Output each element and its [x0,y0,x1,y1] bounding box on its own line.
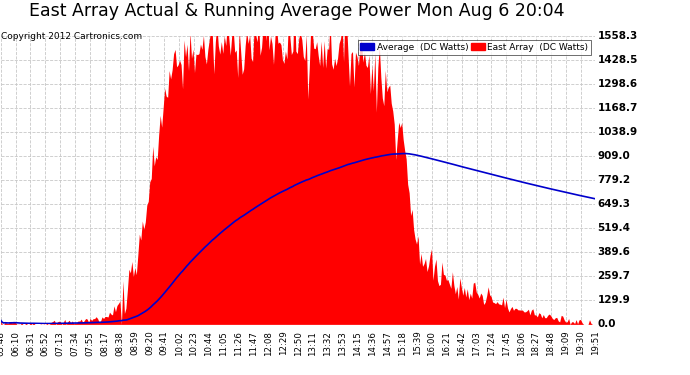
Text: 1298.6: 1298.6 [598,79,638,89]
Text: 259.7: 259.7 [598,271,631,281]
Text: 1558.3: 1558.3 [598,31,638,40]
Text: 129.9: 129.9 [598,295,630,305]
Text: 1038.9: 1038.9 [598,127,638,137]
Text: 649.3: 649.3 [598,199,631,209]
Text: 0.0: 0.0 [598,320,616,329]
Text: 389.6: 389.6 [598,247,631,257]
Text: 1168.7: 1168.7 [598,103,638,113]
Text: East Array Actual & Running Average Power Mon Aug 6 20:04: East Array Actual & Running Average Powe… [29,2,564,20]
Text: 519.4: 519.4 [598,223,631,233]
Text: 1428.5: 1428.5 [598,55,638,64]
Legend: Average  (DC Watts), East Array  (DC Watts): Average (DC Watts), East Array (DC Watts… [357,40,591,54]
Text: Copyright 2012 Cartronics.com: Copyright 2012 Cartronics.com [1,32,143,41]
Text: 909.0: 909.0 [598,151,630,161]
Text: 779.2: 779.2 [598,175,631,185]
